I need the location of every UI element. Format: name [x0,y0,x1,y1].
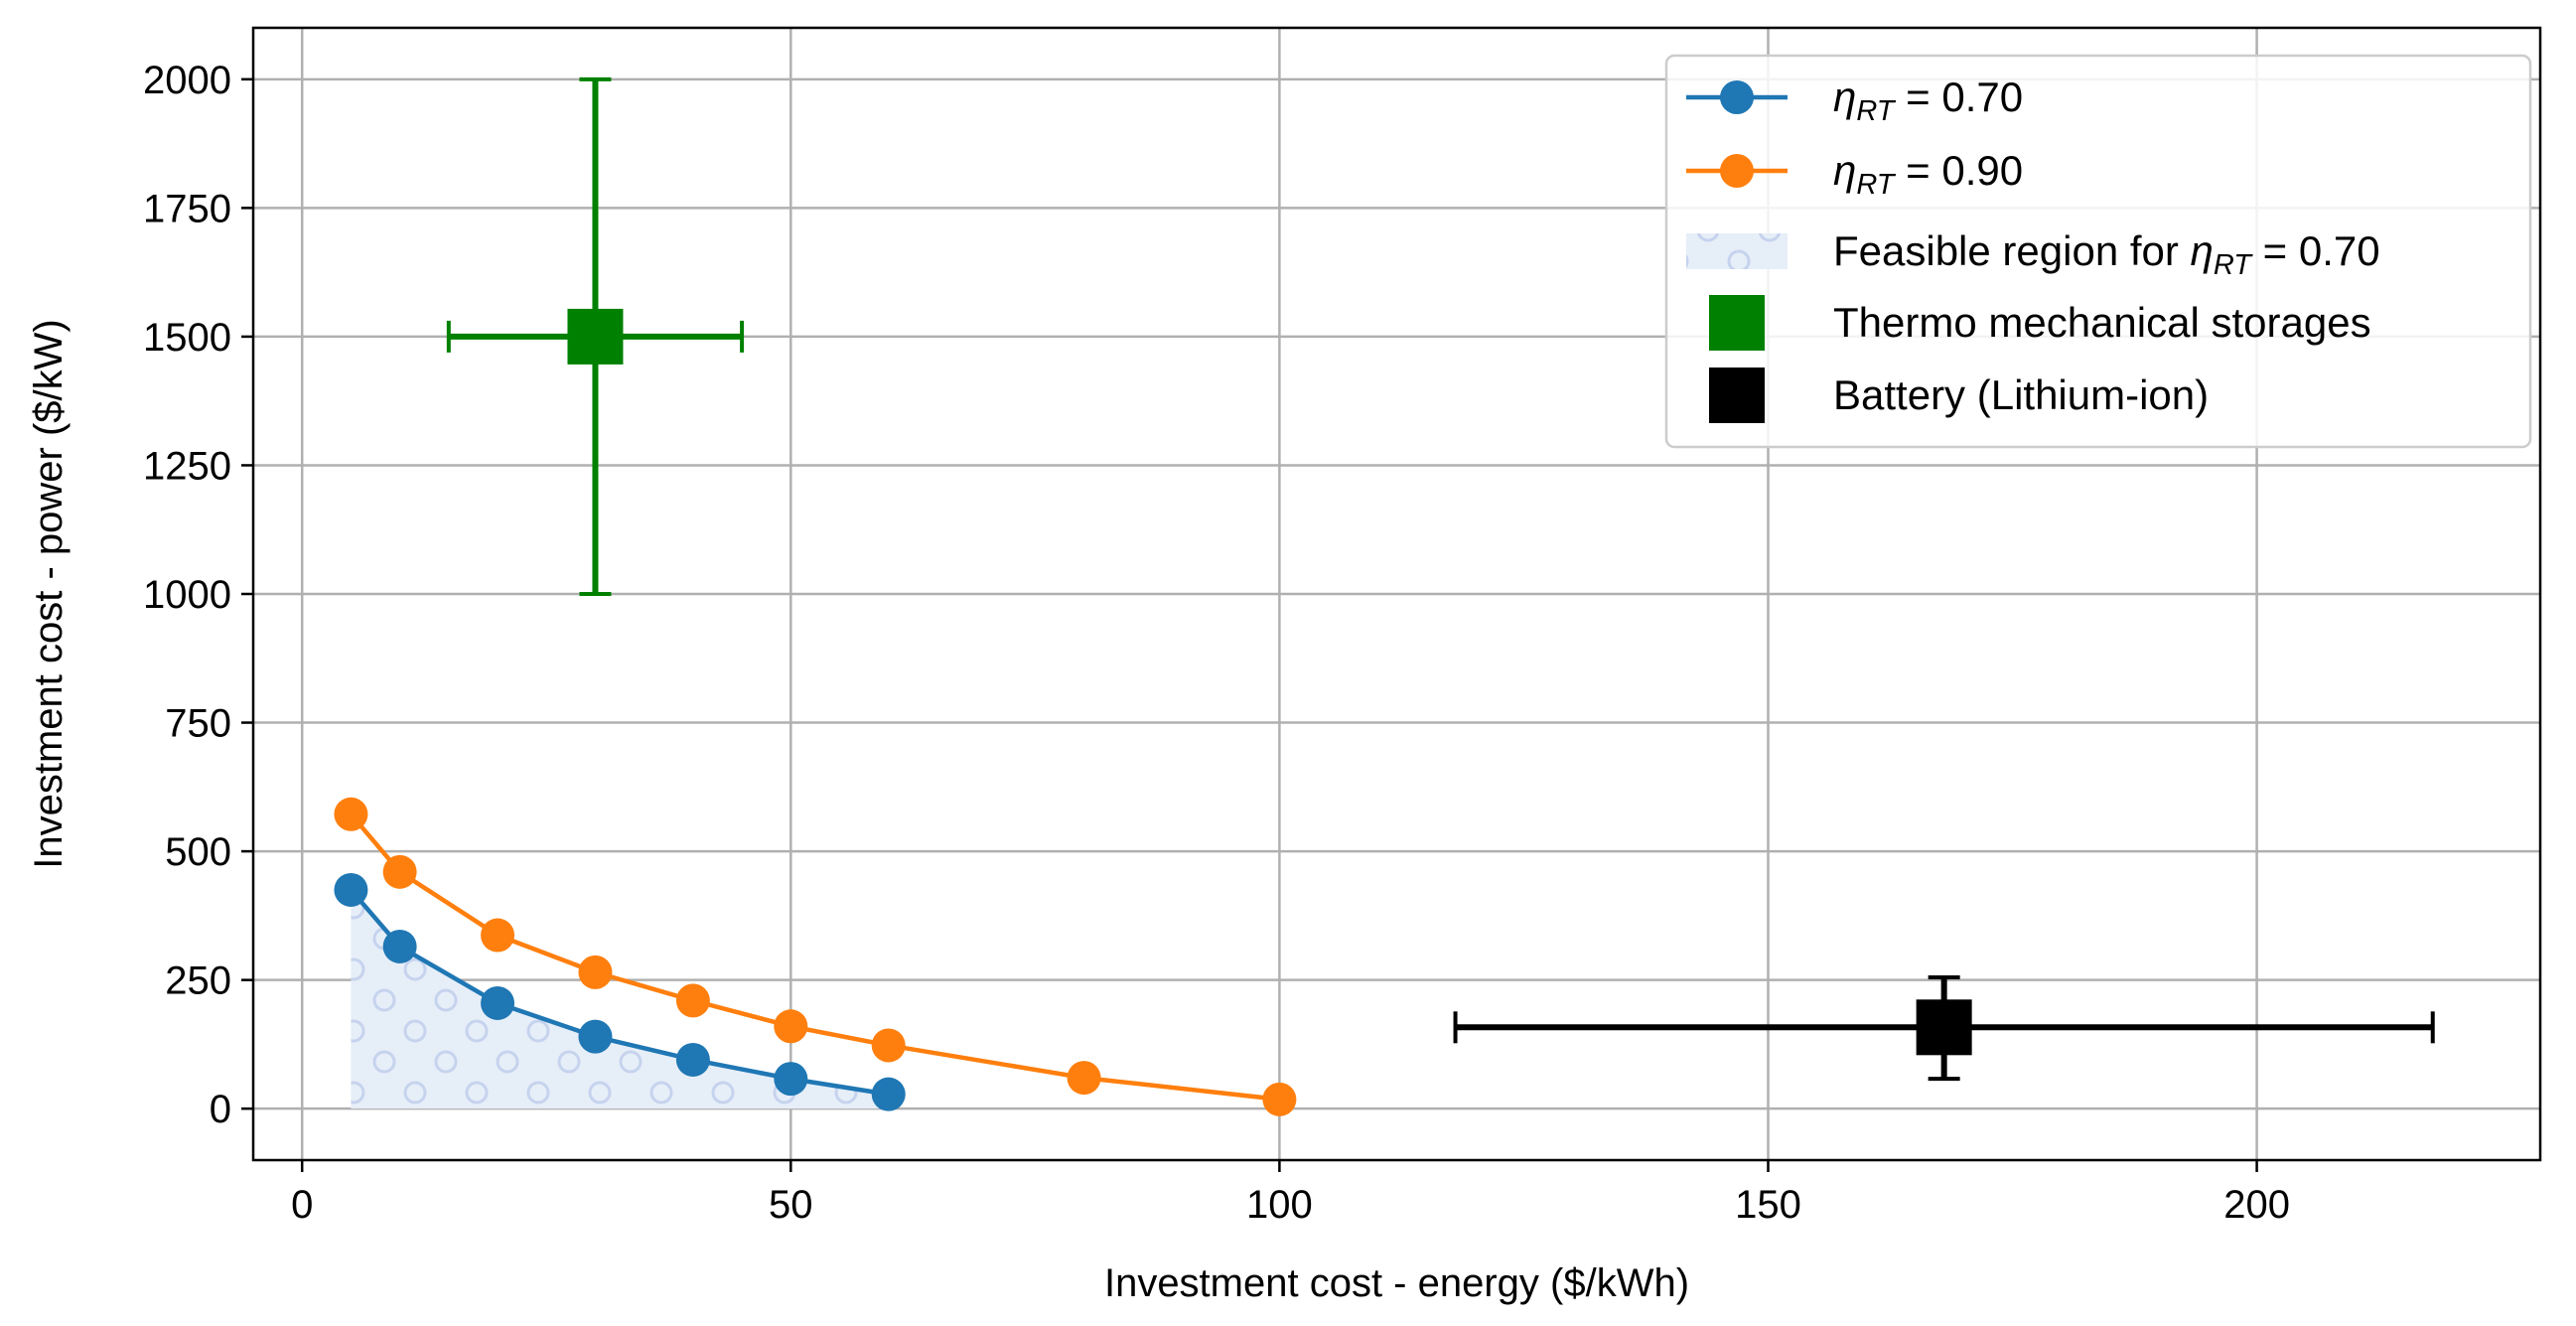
data-point [382,929,417,963]
thermo-mechanical-marker [567,308,624,365]
y-tick-label: 750 [165,702,231,746]
x-tick-label: 50 [769,1183,813,1227]
legend-label: Battery (Lithium-ion) [1833,371,2209,418]
legend-marker [1720,154,1754,188]
data-point [871,1077,906,1111]
legend-label: Feasible region for ηRT = 0.70 [1833,227,2380,281]
data-point [578,955,613,989]
legend-box [1664,54,2532,449]
battery-marker [1916,999,1972,1056]
x-axis-label: Investment cost - energy ($/kWh) [1104,1261,1689,1305]
axes-ticks: 0 50 100 150 2000250500750100012501500175020… [143,59,2290,1227]
y-tick-label: 1500 [143,316,231,360]
data-point [1067,1061,1101,1096]
legend-marker [1709,368,1765,423]
y-tick-label: 1000 [143,573,231,617]
legend: ηRT = 0.70 ηRT = 0.90 Feasible region for … [1664,54,2532,449]
data-point [481,985,515,1020]
legend-marker [1709,295,1765,351]
data-point [578,1019,613,1054]
data-point [774,1062,808,1097]
y-tick-label: 500 [165,830,231,874]
data-point [871,1028,906,1063]
x-tick-label: 150 [1735,1183,1801,1227]
x-tick-label: 0 [291,1183,313,1227]
data-point [334,797,368,831]
x-tick-label: 100 [1246,1183,1313,1227]
legend-label: ηRT = 0.90 [1833,147,2023,201]
y-tick-label: 1750 [143,187,231,230]
grid [253,28,2540,1160]
legend-label: ηRT = 0.70 [1833,74,2023,127]
x-tick-label: 200 [2223,1183,2290,1227]
y-tick-label: 250 [165,959,231,1003]
data-point [774,1009,808,1044]
data-point [334,872,368,907]
data-point [481,918,515,953]
y-tick-label: 1250 [143,444,231,488]
y-axis-label: Investment cost - power ($/kW) [27,319,71,868]
data-point [675,983,710,1018]
legend-label: Thermo mechanical storages [1833,299,2371,346]
plot-layer [334,76,2435,1116]
data-point [675,1042,710,1077]
data-point [382,854,417,889]
y-tick-label: 0 [210,1088,231,1131]
y-tick-label: 2000 [143,59,231,102]
legend-marker [1720,80,1754,114]
feasible-region [351,889,889,1109]
thermo-mechanical-errorbar [446,76,745,596]
legend-patch [1686,233,1788,269]
data-point [1262,1082,1297,1116]
battery-errorbar [1453,975,2435,1082]
